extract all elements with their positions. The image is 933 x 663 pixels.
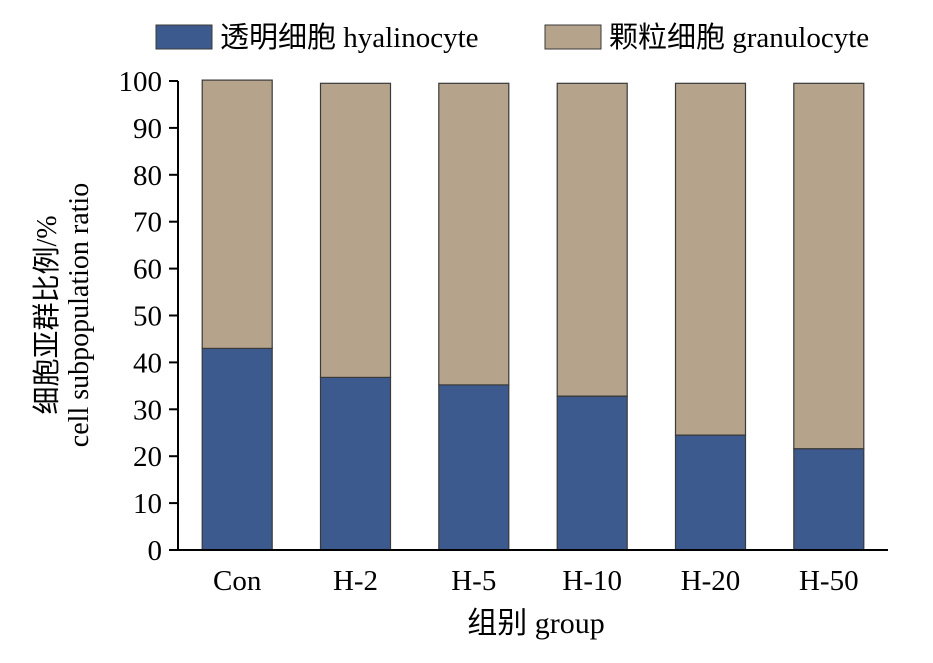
bar-h-10-granulocyte — [556, 82, 628, 397]
axes-layer: Con H-2 H-5 H-10 H-20 H-50 0 10 20 30 40 50 60 70 80 90… — [119, 66, 888, 597]
y-tick-label-100: 100 — [119, 66, 163, 98]
y-tick-label-60: 60 — [133, 254, 162, 286]
x-tick-label-h-50: H-50 — [799, 565, 859, 597]
x-tick-label-h-2: H-2 — [333, 565, 378, 597]
legend-swatch-granulocyte — [544, 24, 602, 50]
legend: 透明细胞 hyalinocyte 颗粒细胞 granulocyte — [155, 21, 869, 54]
bar-h-20-granulocyte — [674, 82, 747, 436]
y-tick-label-80: 80 — [133, 160, 162, 192]
x-tick-label-h-20: H-20 — [681, 565, 741, 597]
y-tick-label-50: 50 — [133, 301, 162, 333]
y-tick-label-40: 40 — [133, 347, 162, 379]
legend-label-granulocyte: 颗粒细胞 granulocyte — [609, 21, 869, 54]
bar-h-10-hyalinocyte — [556, 395, 628, 551]
bar-h-50-hyalinocyte — [793, 448, 865, 551]
bar-con-granulocyte — [201, 79, 273, 349]
legend-swatch-hyalinocyte — [155, 24, 213, 50]
bar-h-5-hyalinocyte — [438, 384, 510, 551]
y-axis-title-line-2: cell subpopulation ratio — [64, 183, 95, 447]
y-tick-label-90: 90 — [133, 113, 162, 145]
y-tick-label-70: 70 — [133, 207, 162, 239]
y-axis-title: 细胞亚群比例/% cell subpopulation ratio — [31, 183, 95, 447]
x-tick-label-h-10: H-10 — [562, 565, 622, 597]
x-axis-title: 组别 group — [467, 607, 605, 640]
bar-con-hyalinocyte — [201, 347, 273, 551]
y-axis-title-line-1: 细胞亚群比例/% — [31, 215, 63, 414]
bar-h-5-granulocyte — [438, 82, 510, 386]
legend-label-hyalinocyte: 透明细胞 hyalinocyte — [220, 21, 479, 54]
bar-h-2-hyalinocyte — [319, 376, 392, 551]
x-tick-label-h-5: H-5 — [451, 565, 496, 597]
bar-h-50-granulocyte — [793, 82, 865, 450]
y-tick-label-0: 0 — [148, 535, 163, 567]
y-tick-label-10: 10 — [133, 488, 162, 520]
bar-h-20-hyalinocyte — [674, 434, 747, 551]
y-tick-label-20: 20 — [133, 441, 162, 473]
x-tick-label-con: Con — [213, 565, 262, 597]
bar-h-2-granulocyte — [319, 82, 392, 379]
bars-layer — [201, 79, 865, 551]
y-tick-label-30: 30 — [133, 394, 162, 426]
